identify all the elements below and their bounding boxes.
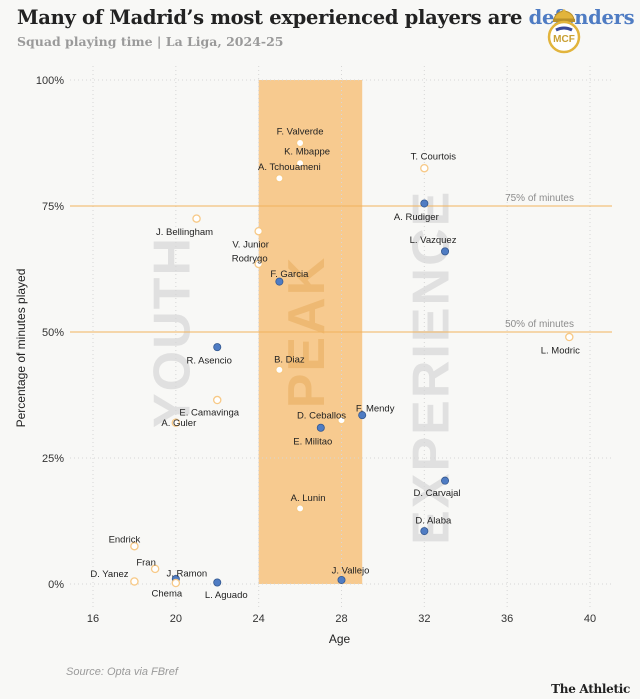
x-tick-label: 24 — [253, 613, 265, 625]
player-label: D. Alaba — [415, 516, 452, 527]
player-label: L. Aguado — [205, 590, 248, 601]
chart-subtitle: Squad playing time | La Liga, 2024-25 — [17, 34, 284, 49]
y-tick-label: 75% — [42, 201, 64, 213]
player-point — [295, 138, 305, 148]
player-label: A. Lunin — [291, 493, 326, 504]
player-label: F. Mendy — [356, 404, 395, 415]
player-label: Endrick — [109, 535, 141, 546]
player-label: A. Rudiger — [394, 212, 439, 223]
player-label: Fran — [136, 557, 156, 568]
player-label: T. Courtois — [411, 152, 457, 163]
player-label: E. Militao — [293, 436, 332, 447]
player-point — [254, 226, 263, 236]
stage-label-experience: EXPERIENCE — [402, 190, 460, 545]
player-label: B. Diaz — [274, 354, 305, 365]
chart-title-text: Many of Madrid’s most experienced player… — [17, 6, 529, 29]
player-label: A. Tchouameni — [258, 162, 321, 173]
player-label: Rodrygo — [232, 253, 268, 264]
x-tick-label: 16 — [87, 613, 99, 625]
points-layer — [130, 138, 574, 588]
player-label: K. Mbappe — [284, 147, 330, 158]
x-tick-label: 40 — [584, 613, 596, 625]
player-point — [316, 423, 325, 432]
point-labels-layer: F. Valverde K. Mbappe A. Tchouameni T. Cour… — [90, 127, 580, 601]
player-point — [171, 578, 181, 588]
y-axis-label: Percentage of minutes played — [14, 269, 28, 428]
player-label: D. Yanez — [90, 569, 128, 580]
player-point — [295, 158, 305, 168]
grid-layer — [70, 66, 612, 610]
player-point — [441, 247, 450, 256]
svg-text:MCF: MCF — [553, 34, 575, 45]
player-label: L. Vazquez — [410, 235, 457, 246]
player-label: F. Valverde — [277, 127, 324, 138]
player-point — [358, 411, 367, 420]
player-label: J. Vallejo — [332, 565, 370, 576]
y-tick-label: 0% — [48, 579, 64, 591]
player-point — [130, 577, 139, 586]
x-tick-label: 32 — [418, 613, 430, 625]
player-point — [171, 418, 181, 427]
player-point — [150, 564, 160, 574]
reference-line-label: 50% of minutes — [505, 319, 574, 330]
player-point — [441, 476, 450, 485]
reference-lines-layer: 75% of minutes 50% of minutes — [70, 193, 612, 333]
player-point — [337, 415, 346, 425]
player-label: F. Garcia — [270, 269, 309, 280]
y-tick-label: 50% — [42, 327, 64, 339]
player-point — [213, 343, 222, 352]
player-point — [213, 578, 222, 587]
brand-logo: The Athletic — [551, 682, 630, 696]
player-point — [192, 214, 201, 223]
player-point — [420, 163, 429, 173]
x-tick-label: 36 — [501, 613, 513, 625]
player-point — [565, 332, 574, 342]
player-label: A. Guler — [161, 418, 196, 429]
source-note: Source: Opta via FBref — [66, 666, 178, 678]
x-tick-label: 20 — [170, 613, 182, 625]
player-point — [420, 199, 429, 208]
player-label: L. Modric — [541, 346, 580, 357]
x-tick-label: 28 — [335, 613, 347, 625]
reference-line-label: 75% of minutes — [505, 193, 574, 204]
chart-title-highlight: defenders — [528, 6, 635, 29]
player-label: D. Ceballos — [297, 411, 346, 422]
y-tick-label: 25% — [42, 453, 64, 465]
real-madrid-crest-icon: MCF — [547, 9, 581, 54]
x-axis-label: Age — [329, 632, 351, 646]
player-label: V. Junior — [232, 240, 269, 251]
player-point — [420, 527, 429, 536]
player-point — [295, 504, 305, 513]
player-label: E. Camavinga — [179, 408, 239, 419]
player-point — [130, 541, 139, 551]
chart-title: Many of Madrid’s most experienced player… — [17, 6, 635, 29]
player-label: J. Ramon — [167, 568, 208, 579]
player-point — [337, 575, 346, 584]
player-label: R. Asencio — [187, 356, 232, 367]
player-point — [212, 395, 222, 405]
player-point — [275, 277, 284, 286]
player-point — [275, 174, 284, 183]
player-point — [254, 259, 263, 269]
y-tick-label: 100% — [36, 75, 64, 87]
axes-layer: 0% 25% 50% 75% 100% 16 20 24 28 32 36 40 Age Percenta… — [14, 75, 596, 646]
player-label: J. Bellingham — [156, 227, 213, 238]
player-label: D. Carvajal — [414, 488, 461, 499]
player-point — [275, 365, 284, 375]
player-label: Chema — [152, 588, 183, 599]
